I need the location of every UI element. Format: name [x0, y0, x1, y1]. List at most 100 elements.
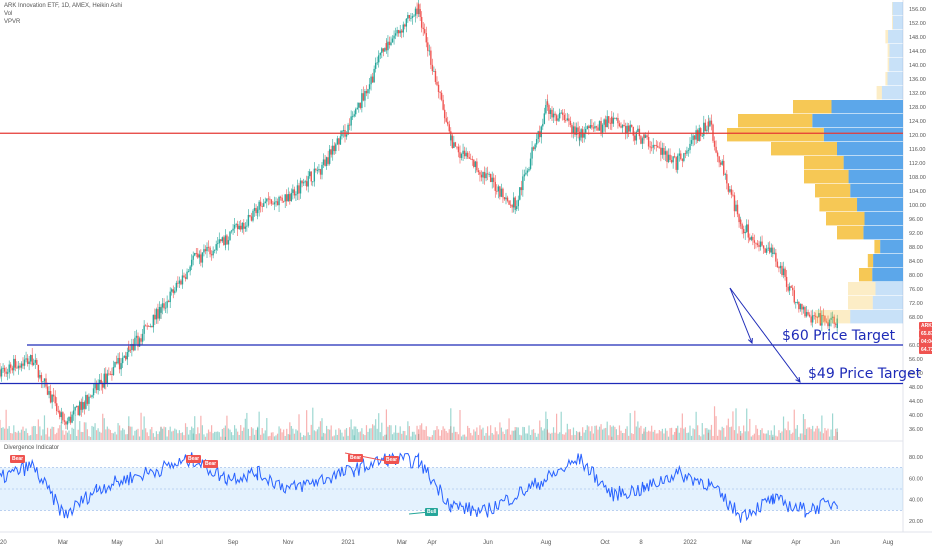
vpvr-down-bar	[823, 128, 903, 142]
vpvr-up-bar	[727, 128, 824, 142]
candle-body	[758, 245, 760, 247]
candle-body	[407, 14, 409, 19]
vpvr-down-bar	[889, 58, 903, 72]
candle-body	[776, 261, 779, 268]
candle-body	[299, 180, 302, 194]
volume-bar	[641, 433, 644, 440]
volume-bar	[117, 423, 119, 440]
candle-body	[420, 16, 423, 28]
volume-bar	[692, 428, 694, 440]
volume-bar	[278, 426, 280, 440]
candle-body	[178, 280, 181, 284]
vpvr-down-bar	[873, 254, 903, 268]
volume-bar	[675, 428, 677, 440]
candle-body	[290, 192, 293, 202]
candle-body	[71, 414, 73, 423]
candle-body	[565, 120, 567, 121]
volume-bar	[621, 433, 624, 440]
volume-bar	[824, 428, 826, 440]
volume-bar	[471, 435, 473, 440]
volume-bar	[707, 432, 709, 440]
volume-bar	[657, 433, 659, 440]
volume-bar	[45, 434, 47, 440]
vpvr-down-bar	[850, 184, 903, 198]
candle-body	[716, 152, 719, 157]
candle-body	[451, 135, 454, 148]
vpvr-down-bar	[889, 44, 903, 58]
volume-bar	[454, 431, 456, 440]
volume-bar	[556, 413, 558, 440]
candle-body	[309, 171, 311, 177]
volume-bar	[108, 428, 110, 440]
candle-body	[227, 240, 230, 245]
candle-body	[463, 150, 466, 157]
candle-body	[703, 122, 705, 136]
candle-body	[436, 81, 438, 85]
volume-bar	[554, 432, 556, 440]
volume-bar	[683, 428, 685, 440]
candle-body	[79, 401, 81, 416]
candle-body	[45, 378, 47, 387]
candle-body	[827, 322, 829, 327]
volume-bar	[195, 434, 197, 440]
candle-body	[333, 145, 335, 152]
volume-bar	[249, 435, 251, 440]
volume-bar	[178, 430, 180, 440]
volume-bar	[306, 410, 308, 440]
candle-body	[17, 365, 20, 369]
candle-body	[102, 383, 104, 388]
volume-bar	[467, 425, 469, 440]
time-tick-label: Sep	[228, 540, 239, 546]
volume-bar	[781, 431, 783, 440]
volume-bar	[65, 430, 67, 440]
candle-body	[667, 154, 670, 162]
volume-bar	[327, 429, 329, 440]
candle-body	[393, 35, 395, 39]
volume-bar	[244, 418, 246, 440]
candle-body	[332, 145, 334, 155]
candle-body	[253, 207, 256, 211]
volume-bar	[704, 428, 706, 440]
volume-bar	[526, 433, 529, 440]
candle-body	[351, 116, 354, 118]
candle-body	[440, 92, 443, 100]
volume-bar	[146, 432, 148, 440]
volume-bar	[201, 425, 203, 440]
volume-bar	[10, 433, 12, 440]
volume-bar	[234, 425, 236, 440]
candle-body	[72, 410, 75, 415]
candle-body	[236, 224, 239, 230]
vpvr-down-bar	[887, 72, 903, 86]
volume-bar	[390, 425, 392, 440]
volume-bar	[258, 411, 260, 440]
volume-bar	[345, 428, 348, 440]
volume-bar	[69, 434, 72, 440]
candle-body	[546, 101, 549, 106]
candle-body	[368, 84, 371, 90]
volume-bar	[217, 431, 219, 440]
candle-body	[683, 153, 685, 161]
candle-body	[247, 214, 250, 226]
candle-body	[603, 119, 605, 125]
volume-bar	[671, 427, 673, 440]
candle-body	[57, 410, 59, 412]
candle-body	[144, 325, 147, 327]
candle-body	[744, 231, 746, 234]
volume-bar	[744, 431, 746, 440]
volume-bar	[19, 432, 21, 440]
candle-body	[428, 50, 431, 52]
volume-bar	[453, 426, 455, 440]
volume-bar	[330, 425, 332, 440]
price-tick-label: 60.00	[909, 343, 923, 349]
time-tick-label: Apr	[791, 540, 800, 546]
volume-bar	[416, 425, 418, 440]
volume-bar	[92, 426, 95, 440]
candle-body	[635, 131, 638, 141]
candle-body	[460, 153, 463, 158]
volume-bar	[536, 436, 538, 440]
volume-bar	[126, 434, 128, 440]
candle-body	[545, 104, 547, 114]
candle-body	[563, 114, 565, 121]
candle-body	[739, 219, 742, 225]
